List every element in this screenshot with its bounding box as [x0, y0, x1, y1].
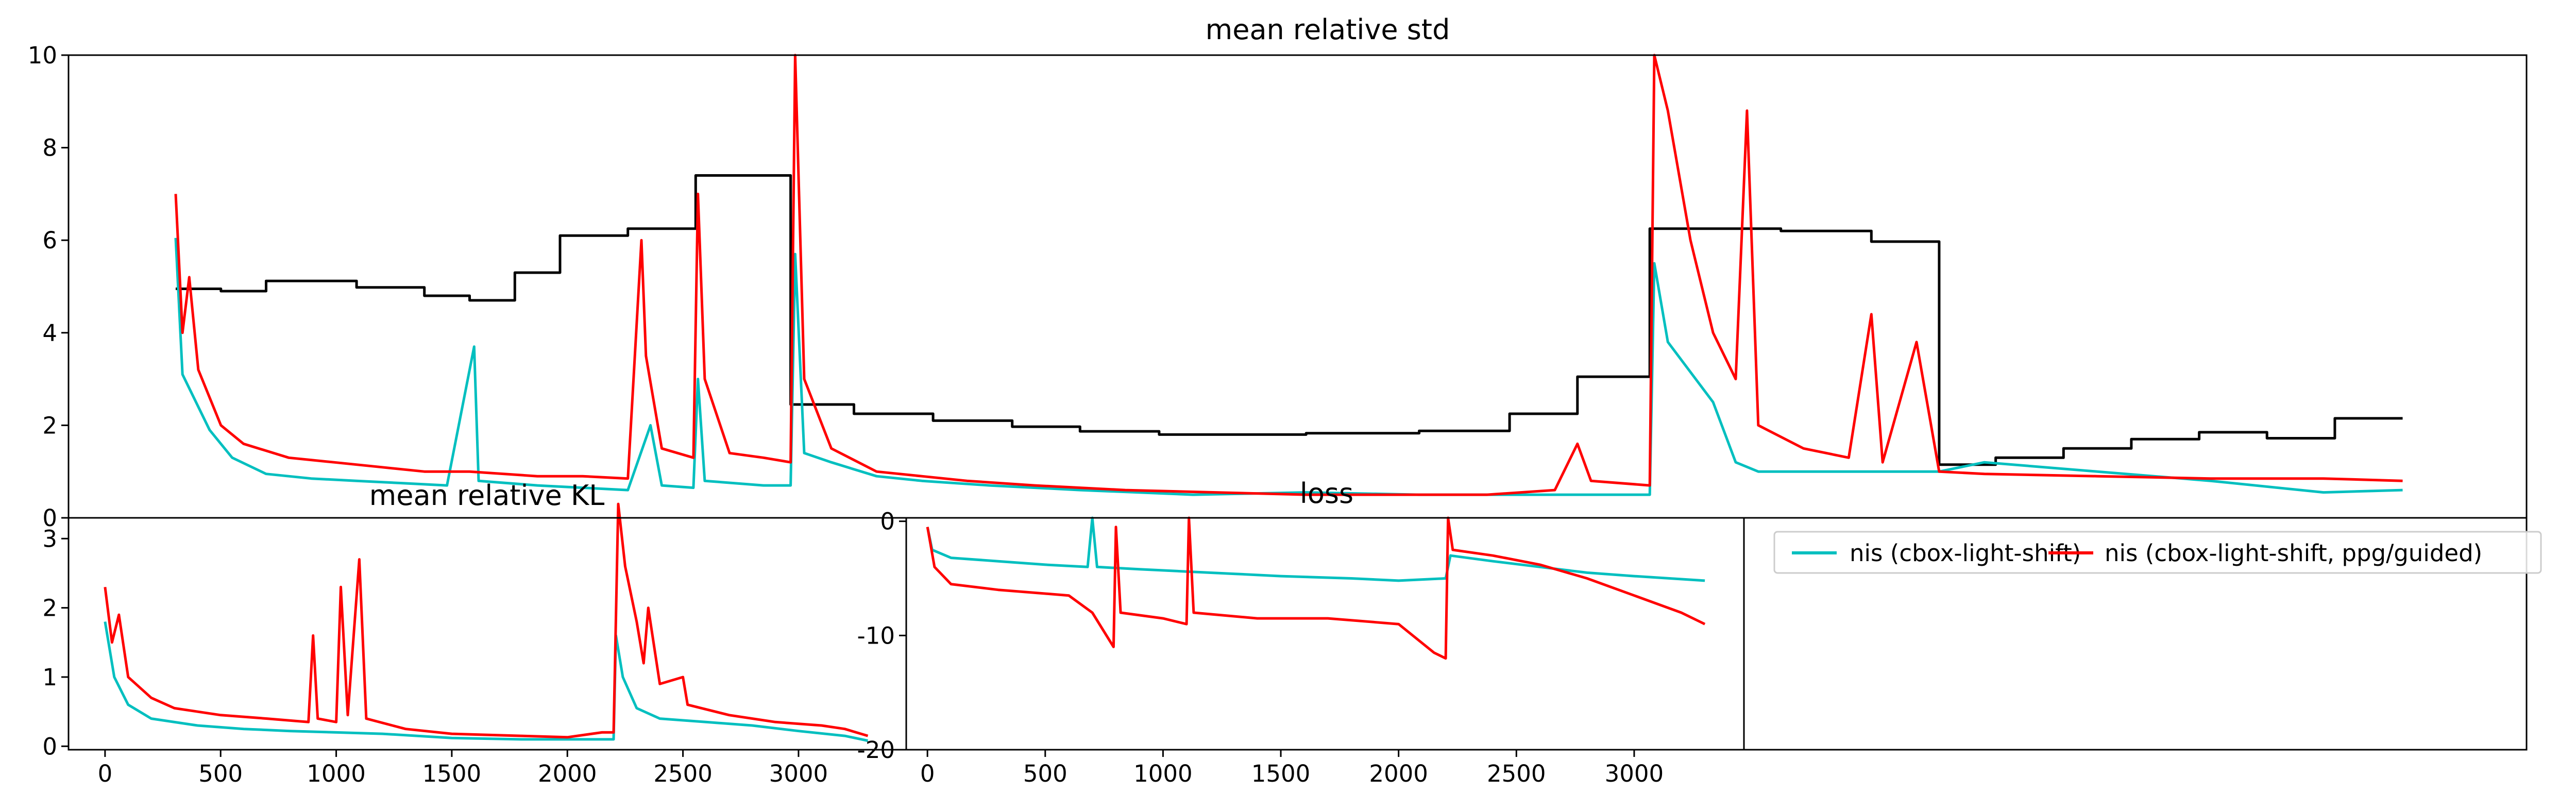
loss-y-tick-label: 0 [880, 508, 895, 535]
loss-series-line-1 [926, 516, 1706, 660]
top-y-tick-label: 10 [28, 42, 57, 69]
loss-x-tick-label: 0 [920, 760, 935, 787]
loss-x-tick-label: 2000 [1369, 760, 1428, 787]
top-y-tick-label: 2 [42, 412, 57, 439]
top-series-line-0 [176, 174, 2403, 466]
top-y-tick-label: 6 [42, 227, 57, 254]
std-series-group [174, 54, 2403, 496]
legend-label-red: nis (cbox-light-shift, ppg/guided) [2105, 539, 2482, 567]
kl-x-tick-label: 2500 [653, 760, 713, 787]
kl-panel: 0 1 2 3 0 500 1000 1500 2000 2500 3000 mean relat… [42, 479, 907, 787]
kl-x-tick-label: 1500 [422, 760, 482, 787]
kl-x-tick-label: 500 [198, 760, 243, 787]
kl-chart-title: mean relative KL [369, 479, 605, 512]
loss-x-axis: 0 500 1000 1500 2000 2500 3000 [920, 750, 1664, 787]
kl-y-tick-label: 3 [42, 525, 57, 552]
top-y-tick-label: 4 [42, 319, 57, 347]
loss-series-line-0 [926, 516, 1705, 582]
kl-y-tick-label: 1 [42, 664, 57, 691]
top-series-line-1 [174, 238, 2403, 496]
loss-panel: 0 -10 -20 0 500 1000 1500 2000 2500 3000 loss [857, 477, 1745, 787]
legend-panel: nis (cbox-light-shift) nis (cbox-light-s… [1743, 517, 2542, 751]
top-y-tick-label: 0 [42, 504, 57, 532]
loss-y-axis: 0 -10 -20 [857, 508, 906, 764]
kl-y-axis: 0 1 2 3 [42, 525, 69, 760]
kl-series-group [104, 502, 869, 742]
loss-x-tick-label: 1000 [1133, 760, 1193, 787]
kl-x-tick-label: 0 [98, 760, 113, 787]
kl-x-tick-label: 1000 [307, 760, 366, 787]
std-chart-title: mean relative std [1206, 13, 1450, 46]
loss-y-tick-label: -10 [857, 622, 895, 649]
kl-series-line-0 [104, 621, 869, 742]
legend: nis (cbox-light-shift) nis (cbox-light-s… [1773, 531, 2542, 574]
loss-x-tick-label: 1500 [1251, 760, 1311, 787]
kl-y-tick-label: 2 [42, 595, 57, 622]
loss-y-tick-label: -20 [857, 736, 895, 764]
kl-x-tick-label: 2000 [538, 760, 597, 787]
loss-x-tick-label: 500 [1023, 760, 1067, 787]
top-series-line-2 [174, 54, 2403, 496]
loss-x-tick-label: 3000 [1605, 760, 1664, 787]
loss-x-tick-label: 2500 [1487, 760, 1546, 787]
kl-x-axis: 0 500 1000 1500 2000 2500 3000 [98, 750, 828, 787]
loss-chart-title: loss [1300, 477, 1353, 510]
legend-panel-frame [1743, 517, 2528, 751]
kl-y-tick-label: 0 [42, 733, 57, 760]
legend-box [1773, 531, 2542, 574]
loss-series-group [926, 516, 1706, 660]
legend-label-cyan: nis (cbox-light-shift) [1850, 539, 2081, 567]
kl-x-tick-label: 3000 [769, 760, 828, 787]
std-y-axis: 0 2 4 6 8 10 [28, 42, 69, 532]
top-y-tick-label: 8 [42, 134, 57, 162]
std-panel: 0 2 4 6 8 10 mean relative std [28, 13, 2528, 532]
kl-series-line-1 [104, 502, 869, 739]
